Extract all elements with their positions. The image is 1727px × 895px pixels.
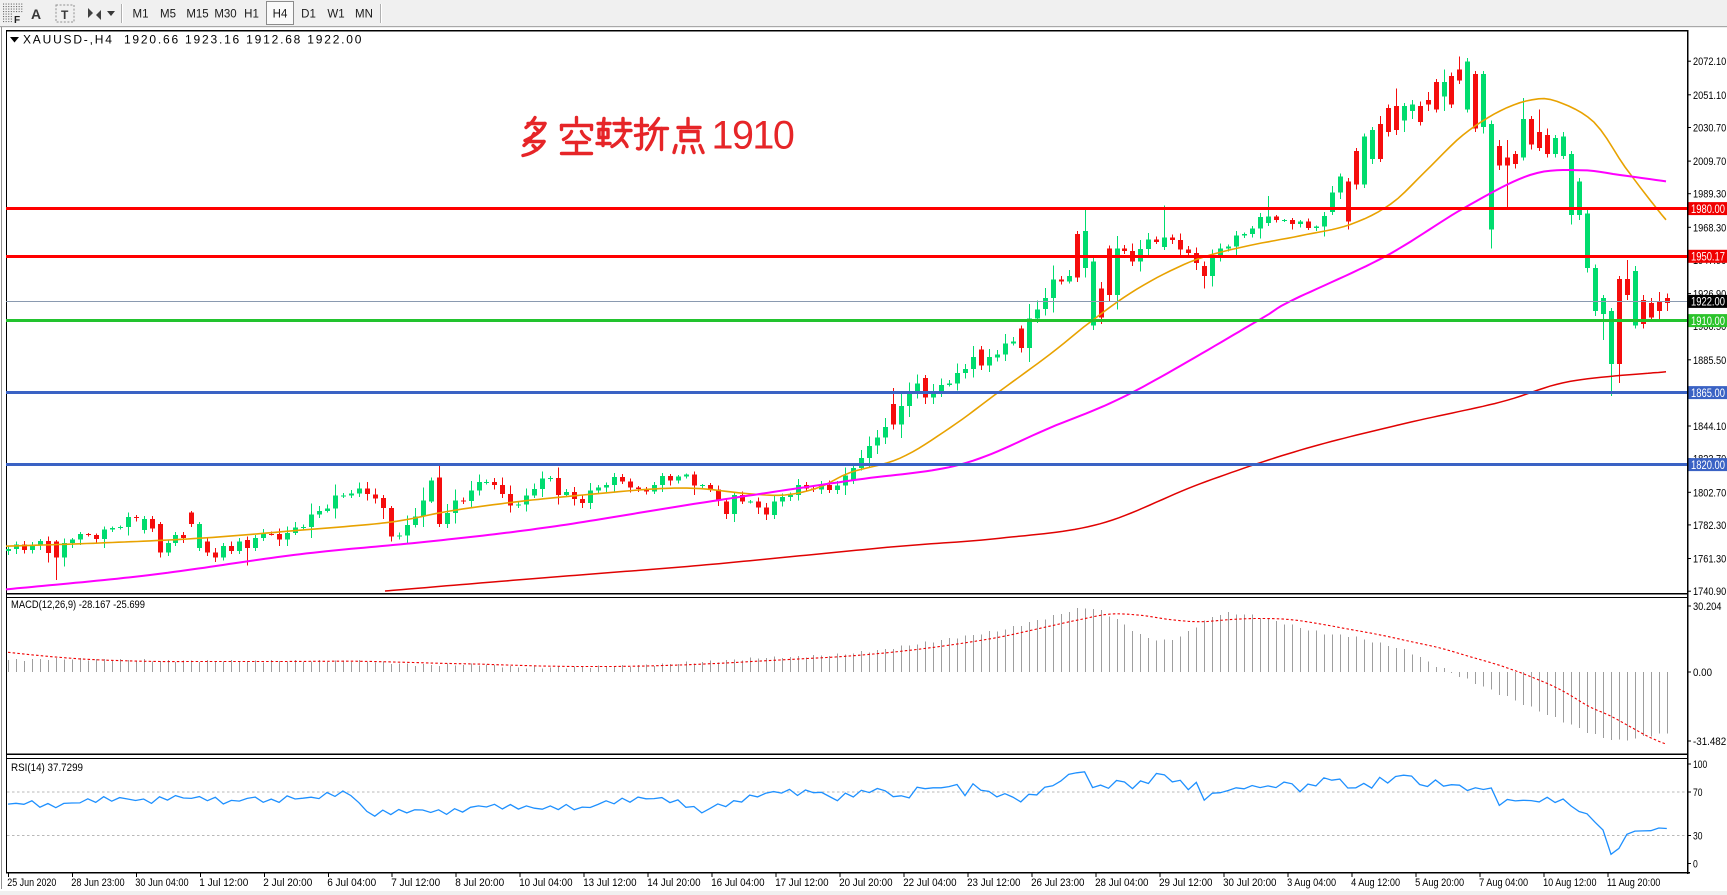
svg-text:-31.482: -31.482 xyxy=(1693,736,1726,748)
svg-text:A: A xyxy=(31,6,41,22)
svg-text:2 Jul 20:00: 2 Jul 20:00 xyxy=(263,877,312,889)
svg-text:100: 100 xyxy=(1693,759,1707,771)
svg-text:10 Aug 12:00: 10 Aug 12:00 xyxy=(1543,877,1596,889)
svg-text:1950.17: 1950.17 xyxy=(1691,252,1725,264)
svg-text:30.204: 30.204 xyxy=(1693,601,1722,613)
svg-text:2030.70: 2030.70 xyxy=(1693,123,1726,135)
svg-text:M30: M30 xyxy=(214,9,236,21)
svg-text:MACD(12,26,9) -28.167 -25.699: MACD(12,26,9) -28.167 -25.699 xyxy=(11,599,145,611)
svg-text:1885.50: 1885.50 xyxy=(1693,355,1726,367)
svg-text:7 Jul 12:00: 7 Jul 12:00 xyxy=(391,877,440,889)
svg-text:8 Jul 20:00: 8 Jul 20:00 xyxy=(455,877,504,889)
svg-text:2051.10: 2051.10 xyxy=(1693,90,1726,102)
svg-text:29 Jul 12:00: 29 Jul 12:00 xyxy=(1159,877,1212,889)
svg-text:1989.30: 1989.30 xyxy=(1693,189,1726,201)
svg-text:3 Aug 04:00: 3 Aug 04:00 xyxy=(1287,877,1336,889)
svg-text:H1: H1 xyxy=(244,9,259,21)
svg-text:XAUUSD-,H4 1920.66 1923.16 19: XAUUSD-,H4 1920.66 1923.16 1912.68 1922.… xyxy=(23,33,363,47)
svg-text:M1: M1 xyxy=(133,9,149,21)
svg-text:T: T xyxy=(61,8,69,22)
svg-text:13 Jul 12:00: 13 Jul 12:00 xyxy=(583,877,636,889)
svg-text:1980.00: 1980.00 xyxy=(1691,204,1725,216)
svg-text:1910: 1910 xyxy=(712,114,794,158)
svg-text:D1: D1 xyxy=(301,9,316,21)
svg-text:11 Aug 20:00: 11 Aug 20:00 xyxy=(1607,877,1660,889)
svg-text:F: F xyxy=(14,15,20,26)
svg-text:W1: W1 xyxy=(327,9,344,21)
svg-text:70: 70 xyxy=(1693,787,1703,799)
svg-text:1844.10: 1844.10 xyxy=(1693,421,1726,433)
svg-text:1740.90: 1740.90 xyxy=(1693,586,1726,598)
svg-text:6 Jul 04:00: 6 Jul 04:00 xyxy=(327,877,376,889)
svg-text:20 Jul 20:00: 20 Jul 20:00 xyxy=(839,877,892,889)
svg-text:26 Jul 23:00: 26 Jul 23:00 xyxy=(1031,877,1084,889)
svg-text:28 Jun 23:00: 28 Jun 23:00 xyxy=(71,877,124,889)
svg-text:1761.30: 1761.30 xyxy=(1693,554,1726,566)
svg-text:22 Jul 04:00: 22 Jul 04:00 xyxy=(903,877,956,889)
svg-text:30 Jul 20:00: 30 Jul 20:00 xyxy=(1223,877,1276,889)
svg-text:1865.00: 1865.00 xyxy=(1691,388,1725,400)
svg-text:2009.70: 2009.70 xyxy=(1693,156,1726,168)
svg-text:5 Aug 20:00: 5 Aug 20:00 xyxy=(1415,877,1464,889)
svg-text:25 Jun 2020: 25 Jun 2020 xyxy=(7,877,56,889)
svg-text:14 Jul 20:00: 14 Jul 20:00 xyxy=(647,877,700,889)
svg-text:0.00: 0.00 xyxy=(1693,667,1712,679)
svg-text:7 Aug 04:00: 7 Aug 04:00 xyxy=(1479,877,1528,889)
svg-text:1782.30: 1782.30 xyxy=(1693,520,1726,532)
svg-text:MN: MN xyxy=(355,9,373,21)
svg-text:1 Jul 12:00: 1 Jul 12:00 xyxy=(199,877,248,889)
svg-text:RSI(14) 37.7299: RSI(14) 37.7299 xyxy=(11,762,83,774)
svg-text:H4: H4 xyxy=(273,9,288,21)
svg-text:M5: M5 xyxy=(160,9,176,21)
svg-text:0: 0 xyxy=(1693,859,1698,871)
svg-text:1820.00: 1820.00 xyxy=(1691,460,1725,472)
svg-text:17 Jul 12:00: 17 Jul 12:00 xyxy=(775,877,828,889)
svg-text:M15: M15 xyxy=(186,9,208,21)
svg-text:28 Jul 04:00: 28 Jul 04:00 xyxy=(1095,877,1148,889)
svg-text:10 Jul 04:00: 10 Jul 04:00 xyxy=(519,877,572,889)
svg-text:23 Jul 12:00: 23 Jul 12:00 xyxy=(967,877,1020,889)
svg-text:16 Jul 04:00: 16 Jul 04:00 xyxy=(711,877,764,889)
svg-text:2072.10: 2072.10 xyxy=(1693,56,1726,68)
svg-text:1910.00: 1910.00 xyxy=(1691,316,1725,328)
svg-text:1922.00: 1922.00 xyxy=(1691,297,1725,309)
svg-text:30: 30 xyxy=(1693,831,1703,843)
svg-text:4 Aug 12:00: 4 Aug 12:00 xyxy=(1351,877,1400,889)
svg-text:1802.70: 1802.70 xyxy=(1693,487,1726,499)
svg-text:1968.30: 1968.30 xyxy=(1693,222,1726,234)
svg-text:30 Jun 04:00: 30 Jun 04:00 xyxy=(135,877,188,889)
